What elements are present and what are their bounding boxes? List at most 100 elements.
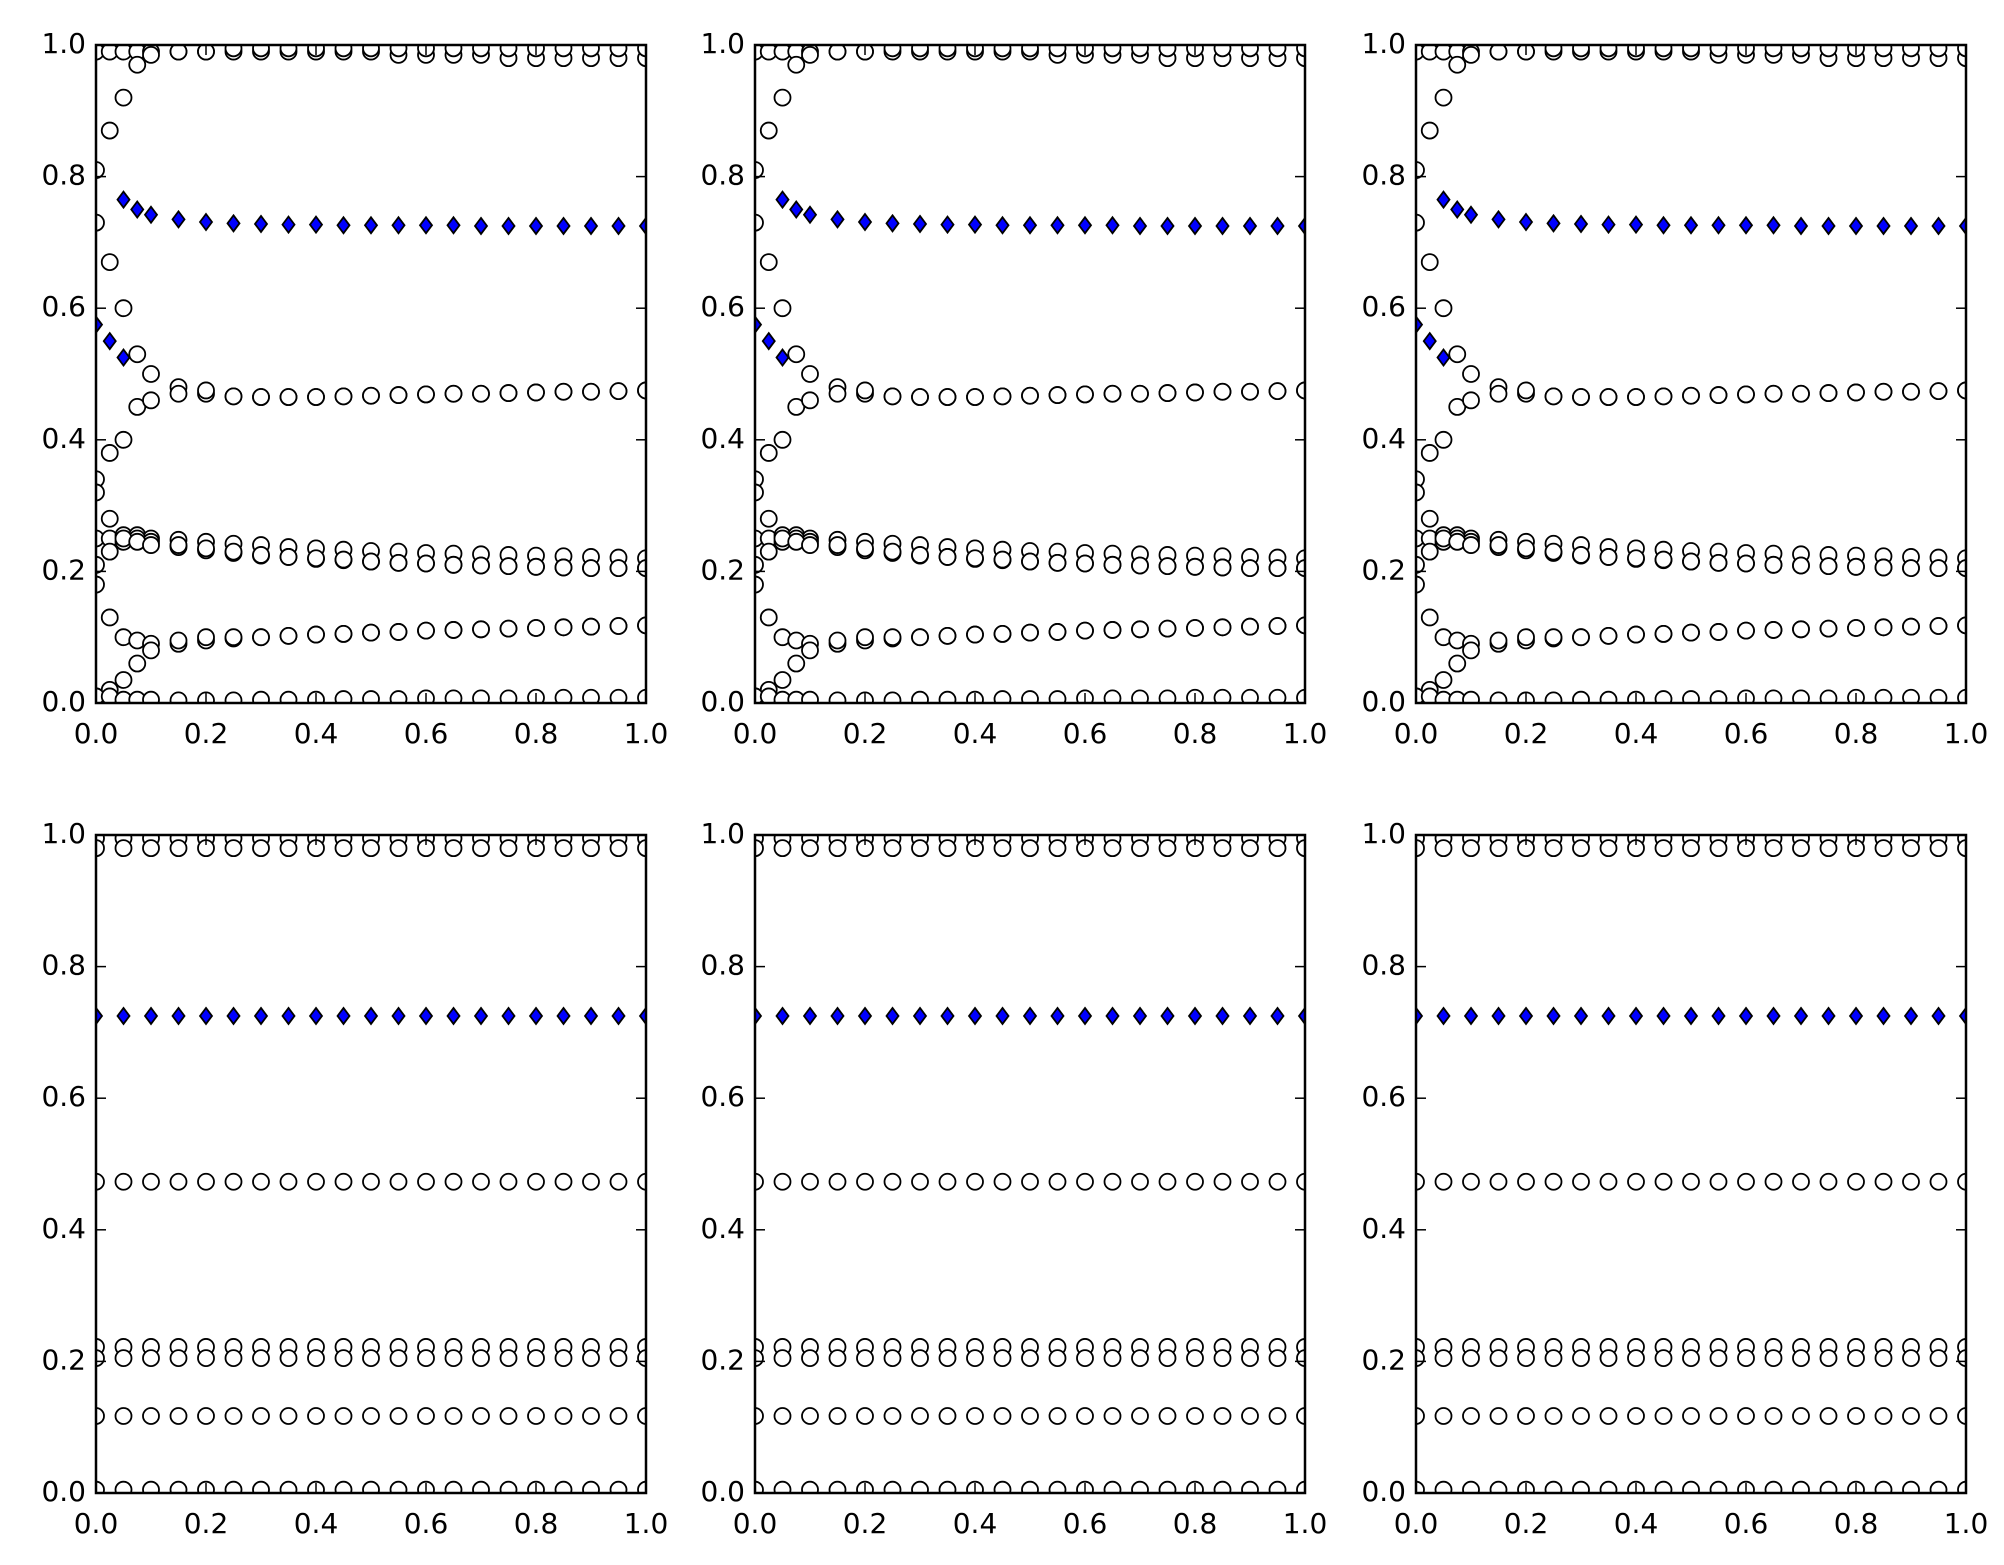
circle-marker: [637, 1407, 646, 1425]
diamond-marker: [473, 216, 489, 236]
diamond-marker: [1876, 1006, 1891, 1026]
diamond-marker: [885, 1006, 900, 1026]
diamond-marker: [1416, 315, 1424, 335]
diamond-marker: [1573, 1006, 1589, 1026]
diamond-marker: [1187, 216, 1203, 236]
circle-marker: [1489, 839, 1508, 858]
circle-marker: [1048, 690, 1067, 703]
circle-marker: [1268, 839, 1287, 858]
circle-marker: [1792, 689, 1810, 703]
circle-marker: [755, 575, 764, 594]
circle-marker: [1268, 45, 1287, 58]
circle-marker: [1929, 1407, 1948, 1425]
circle-marker: [1517, 1172, 1535, 1191]
circle-marker: [389, 45, 408, 58]
circle-marker: [801, 1407, 819, 1425]
circle-marker: [1103, 621, 1122, 639]
circle-marker: [1572, 45, 1590, 58]
circle-marker: [1241, 1349, 1259, 1368]
circle-marker: [1654, 690, 1673, 703]
circle-marker: [911, 628, 929, 647]
circle-marker: [128, 345, 147, 364]
circle-marker: [1599, 1407, 1618, 1425]
circle-marker: [801, 641, 819, 660]
diamond-marker: [1050, 1006, 1065, 1026]
circle-marker: [1737, 1172, 1755, 1191]
circle-marker: [1819, 839, 1838, 858]
circle-marker: [1462, 690, 1480, 703]
circle-marker: [1420, 542, 1439, 561]
circle-marker: [1416, 555, 1425, 574]
circle-marker: [883, 542, 902, 561]
diamond-marker: [116, 348, 131, 368]
circle-marker: [1957, 1172, 1966, 1191]
circle-marker: [856, 1349, 874, 1368]
circle-marker: [1131, 839, 1149, 858]
circle-marker: [224, 839, 243, 858]
circle-marker: [1420, 608, 1439, 627]
circle-marker: [1076, 1407, 1094, 1425]
circle-marker: [1902, 1480, 1920, 1493]
circle-marker: [1544, 691, 1563, 703]
diamond-marker: [1546, 1006, 1561, 1026]
circle-marker: [334, 1480, 353, 1493]
circle-marker: [279, 548, 298, 566]
y-tick-label: 0.2: [700, 1343, 745, 1376]
circle-marker: [828, 1172, 847, 1191]
diamond-marker: [1491, 209, 1506, 229]
circle-marker: [966, 1407, 984, 1425]
circle-marker: [472, 1349, 490, 1368]
diamond-marker: [102, 331, 117, 351]
circle-marker: [1489, 1172, 1508, 1191]
circle-marker: [883, 387, 902, 406]
circle-marker: [444, 1172, 463, 1191]
circle-marker: [1462, 1407, 1480, 1425]
diamond-marker: [418, 215, 434, 235]
circle-marker: [1416, 1480, 1425, 1493]
circle-marker: [128, 55, 147, 74]
circle-marker: [1929, 1349, 1948, 1368]
circle-marker: [966, 1349, 984, 1368]
circle-marker: [1819, 384, 1838, 402]
subplot: 0.0 0.2 0.4 0.6 0.8 1.0 0.0 0.2 0.4 0.6 0.8 1.0: [1361, 27, 1988, 750]
circle-marker: [883, 1172, 902, 1191]
circle-marker: [1737, 1349, 1755, 1368]
circle-marker: [1654, 1480, 1673, 1493]
diamond-marker: [556, 1006, 571, 1026]
circle-marker: [334, 1349, 353, 1368]
circle-marker: [773, 1172, 792, 1191]
diamond-marker: [96, 315, 104, 335]
circle-marker: [362, 690, 380, 703]
circle-marker: [96, 213, 105, 232]
x-tick-label: 0.0: [733, 1507, 778, 1540]
x-tick-label: 0.6: [1063, 1507, 1108, 1540]
circle-marker: [1186, 1172, 1204, 1191]
circle-marker: [527, 1407, 545, 1425]
circle-marker: [938, 388, 957, 406]
circle-marker: [1489, 384, 1508, 403]
circle-marker: [499, 839, 518, 858]
diamond-marker: [1628, 1006, 1644, 1026]
circle-marker: [1296, 1407, 1305, 1425]
circle-marker: [417, 621, 435, 640]
circle-marker: [96, 839, 105, 858]
circle-marker: [472, 1407, 490, 1425]
diamond-marker: [556, 216, 571, 236]
circle-marker: [938, 45, 957, 58]
diamond-marker: [1436, 1006, 1451, 1026]
circle-marker: [169, 1172, 188, 1191]
circle-marker: [582, 559, 600, 578]
x-tick-label: 0.2: [184, 717, 229, 750]
circle-marker: [1902, 1407, 1920, 1425]
diamond-marker: [611, 216, 626, 236]
diamond-marker: [1793, 1006, 1809, 1026]
circle-marker: [1792, 556, 1810, 575]
circle-marker: [279, 1480, 298, 1493]
circle-marker: [1186, 383, 1204, 402]
y-tick-label: 0.8: [1361, 159, 1406, 192]
circle-marker: [100, 608, 119, 627]
axes-frame: [94, 833, 648, 1495]
circle-marker: [1599, 45, 1618, 58]
circle-marker: [755, 555, 764, 574]
